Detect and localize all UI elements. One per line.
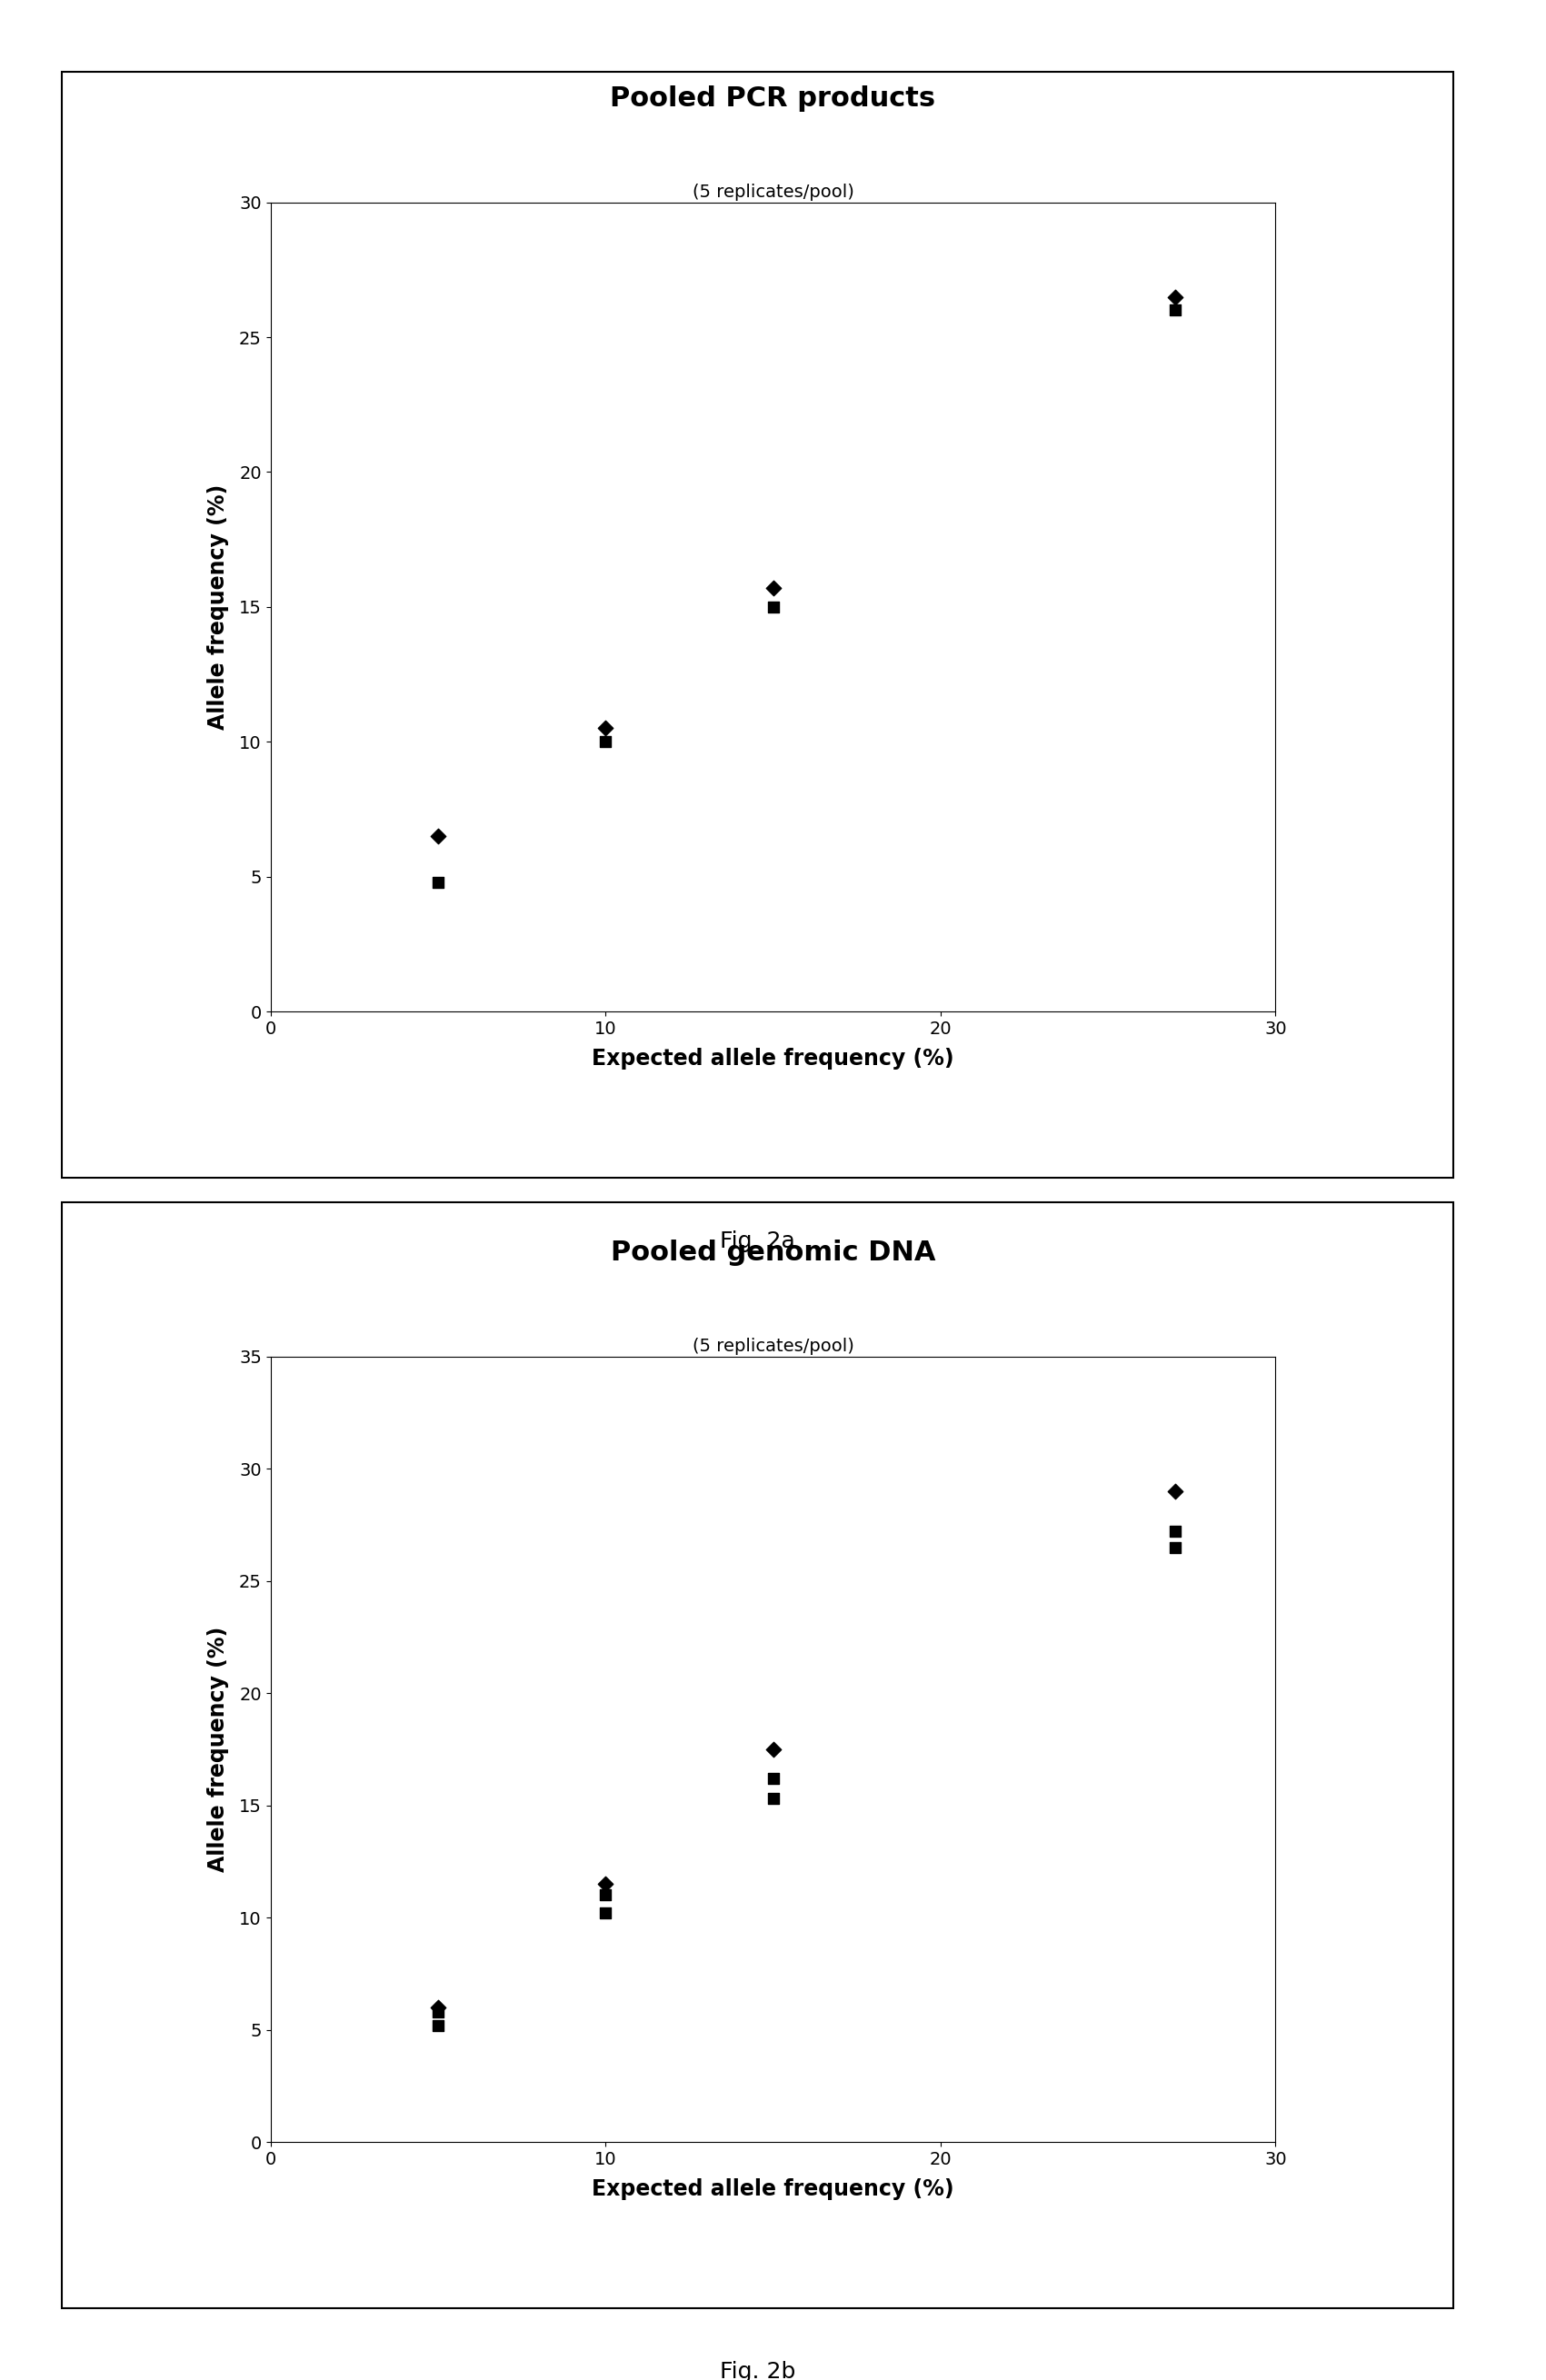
Text: Fig. 2a: Fig. 2a [720,1230,795,1252]
Point [594,1894,618,1933]
Point [425,1992,450,2030]
Point [761,588,785,626]
X-axis label: Expected allele frequency (%): Expected allele frequency (%) [592,2178,954,2199]
Point [425,816,450,854]
X-axis label: Expected allele frequency (%): Expected allele frequency (%) [592,1047,954,1069]
Point [1163,278,1187,317]
Point [594,709,618,747]
Y-axis label: Allele frequency (%): Allele frequency (%) [207,1626,229,1873]
Point [1163,1528,1187,1566]
Text: Pooled PCR products: Pooled PCR products [611,86,935,112]
Point [425,864,450,902]
Point [1163,290,1187,328]
Point [594,1866,618,1904]
Title: (5 replicates/pool): (5 replicates/pool) [693,183,853,200]
Point [761,1759,785,1797]
Point [425,1987,450,2025]
Point [761,1730,785,1768]
Point [594,724,618,762]
Point [761,1780,785,1818]
Point [594,1875,618,1914]
Point [1163,1473,1187,1511]
Y-axis label: Allele frequency (%): Allele frequency (%) [207,483,229,731]
Point [425,2006,450,2044]
Point [761,569,785,607]
Title: (5 replicates/pool): (5 replicates/pool) [693,1338,853,1354]
Text: Pooled genomic DNA: Pooled genomic DNA [611,1240,935,1266]
Point [1163,1514,1187,1552]
Text: Fig. 2b: Fig. 2b [719,2361,796,2380]
